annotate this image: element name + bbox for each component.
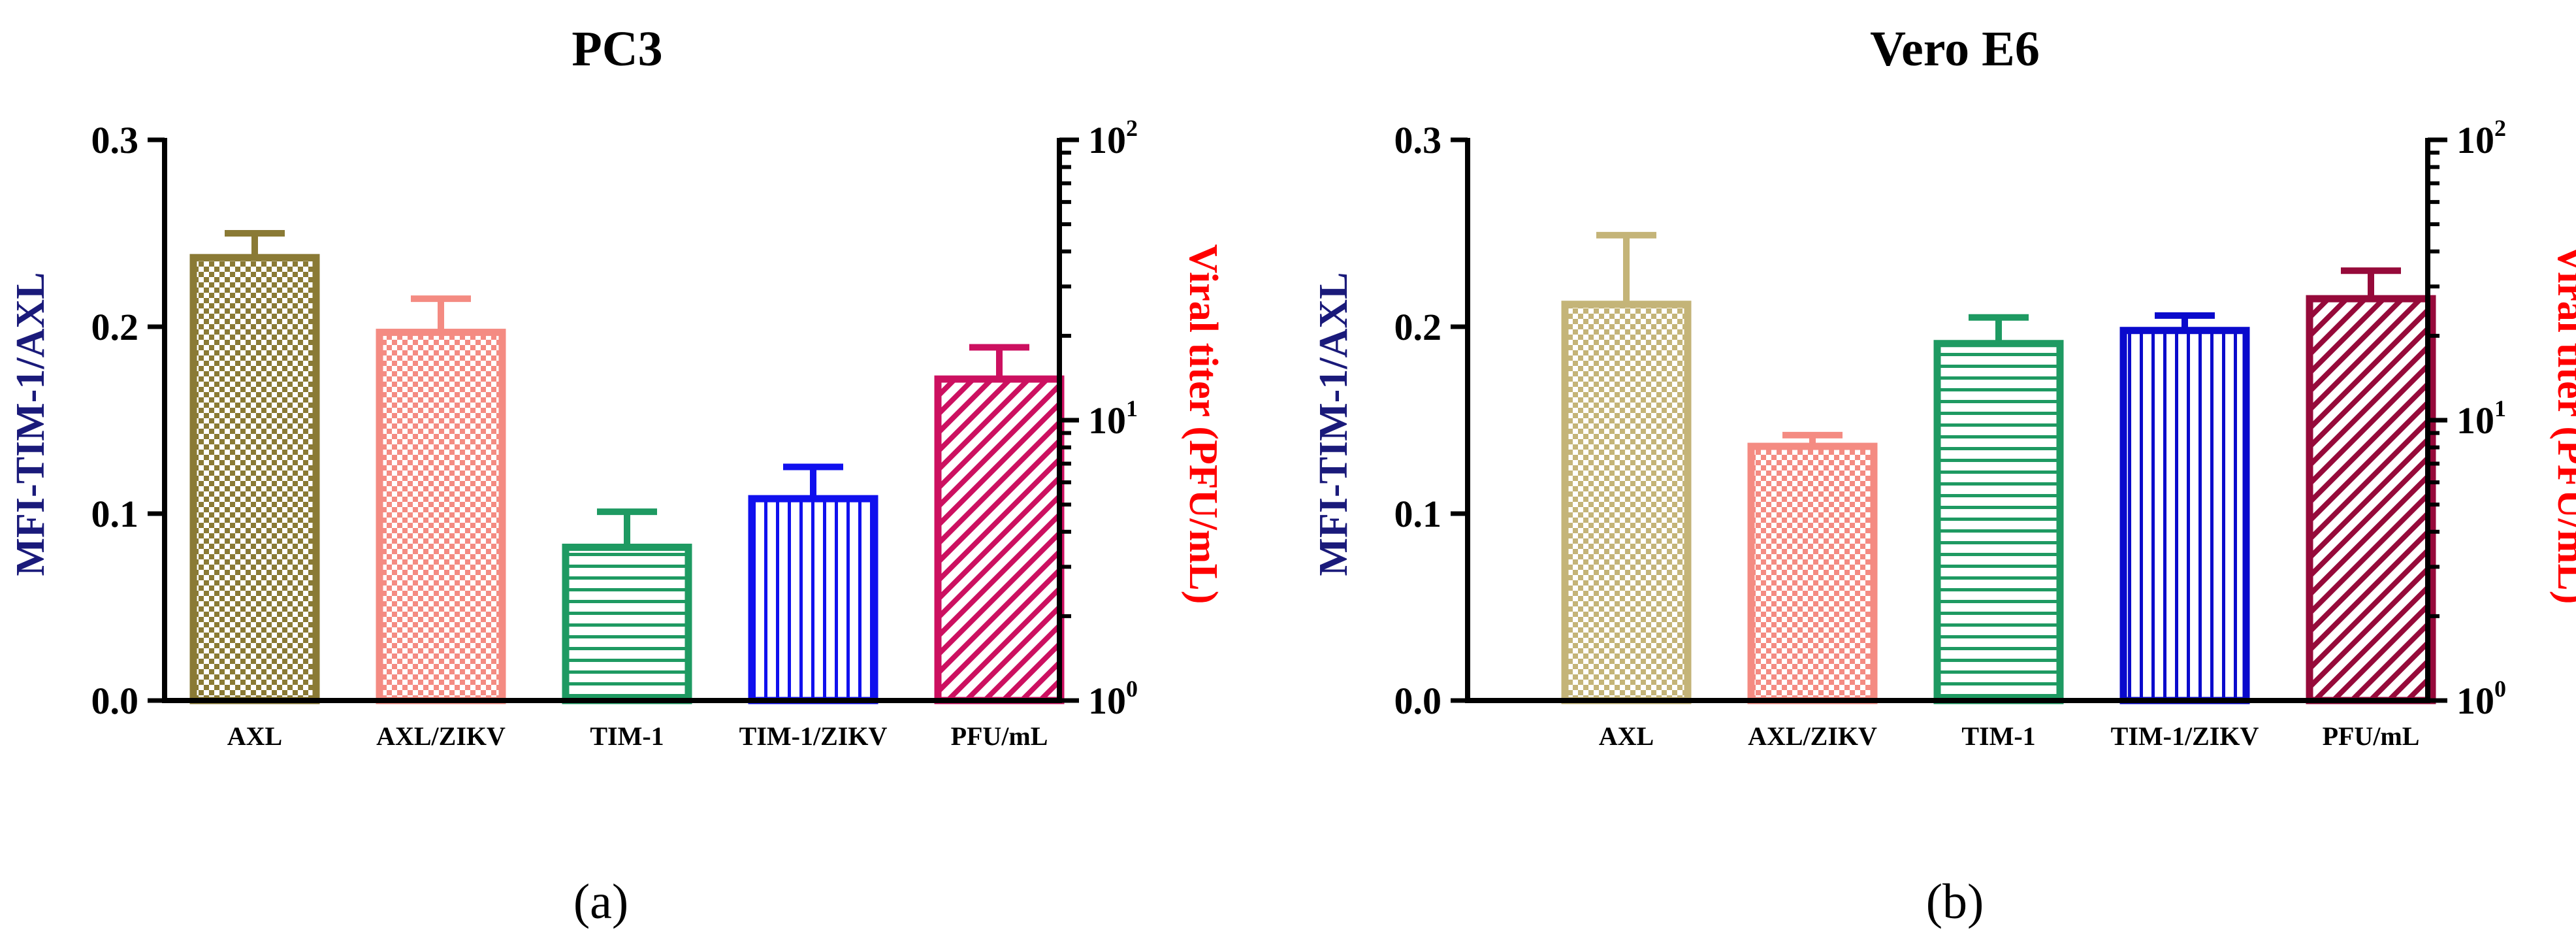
y-tick-label: 0.1 [91, 493, 139, 535]
y2-tick-label: 100 [2456, 676, 2506, 722]
bar-axl-zikv [376, 329, 506, 704]
y-axis-label-left: MFI-TIM-1/AXL [8, 272, 53, 576]
y2-tick-label: 102 [2456, 115, 2506, 161]
bar-tim-1 [562, 543, 692, 704]
bar-tim-1 [1933, 340, 2064, 704]
bar-axl [1561, 301, 1692, 704]
panel-label: (b) [1926, 874, 1984, 929]
category-label: TIM-1 [590, 721, 664, 751]
category-label: PFU/mL [2323, 721, 2420, 751]
category-label: TIM-1/ZIKV [739, 721, 888, 751]
bar-pfu-ml [934, 375, 1065, 704]
y-axis-label-left: MFI-TIM-1/AXL [1312, 272, 1356, 576]
y-tick-label: 0.0 [1394, 680, 1442, 722]
chart-title: Vero E6 [1870, 22, 2040, 76]
bar-tim-1-zikv [2119, 327, 2250, 704]
bar-pfu-ml [2306, 295, 2436, 704]
bar-tim-1-zikv [748, 495, 878, 704]
y-axis-label-right: Viral titer (PFU/mL) [1181, 244, 1225, 604]
y-tick-label: 0.0 [91, 680, 139, 722]
category-label: AXL [1599, 721, 1654, 751]
chart-title: PC3 [572, 22, 662, 76]
category-label: TIM-1 [1961, 721, 2035, 751]
chart-panel-2: Vero E6 AXL AXL/ZIKV TIM-1 TIM-1/ZIKV PFU/mL 0… [1312, 22, 2576, 929]
y2-tick-label: 101 [2456, 395, 2506, 442]
y-tick-label: 0.3 [1394, 119, 1442, 161]
category-label: TIM-1/ZIKV [2111, 721, 2259, 751]
category-label: AXL [227, 721, 282, 751]
bar-axl-zikv [1747, 442, 1878, 704]
category-label: AXL/ZIKV [376, 721, 506, 751]
y-tick-label: 0.2 [91, 306, 139, 348]
y2-tick-label: 102 [1088, 115, 1138, 161]
bar-axl [189, 254, 320, 704]
y-axis-label-right: Viral titer (PFU/mL) [2549, 244, 2576, 604]
chart-panel-1: PC3 AXL AXL/ZIKV TIM-1 TIM-1/ZIKV PFU/mL 0.0 0.… [8, 22, 1225, 929]
y-tick-label: 0.1 [1394, 493, 1442, 535]
y2-tick-label: 100 [1088, 676, 1138, 722]
category-label: PFU/mL [951, 721, 1048, 751]
panel-label: (a) [573, 874, 628, 929]
y-tick-label: 0.2 [1394, 306, 1442, 348]
y2-tick-label: 101 [1088, 395, 1138, 442]
y-tick-label: 0.3 [91, 119, 139, 161]
category-label: AXL/ZIKV [1748, 721, 1877, 751]
